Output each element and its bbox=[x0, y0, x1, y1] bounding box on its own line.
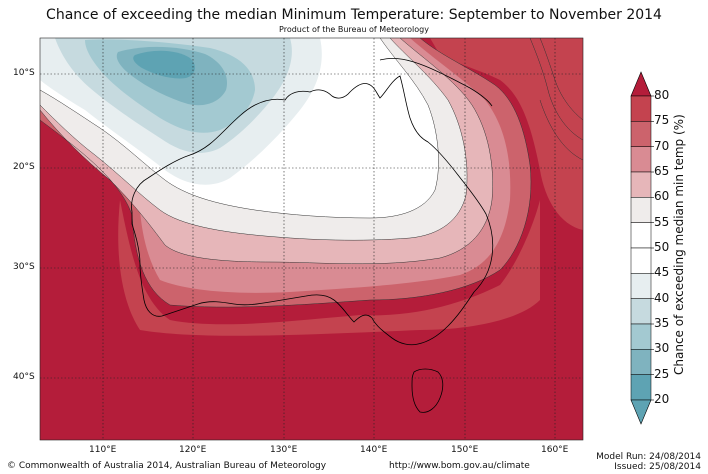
colorbar-segment bbox=[630, 146, 652, 173]
lat-label-40s: 40°S bbox=[13, 372, 35, 382]
colorbar-segment bbox=[630, 222, 652, 249]
lon-label-150e: 150°E bbox=[451, 445, 479, 455]
lat-label-10s: 10°S bbox=[13, 68, 35, 78]
colorbar-segment bbox=[630, 349, 652, 375]
colorbar-segment bbox=[630, 273, 652, 299]
colorbar-segment bbox=[630, 197, 652, 223]
colorbar-tick-label: 35 bbox=[654, 316, 670, 330]
new-guinea-coastline bbox=[379, 58, 493, 107]
band-75 bbox=[40, 38, 583, 336]
colorbar-tick-label: 20 bbox=[654, 392, 670, 406]
colorbar-tick-label: 25 bbox=[654, 366, 670, 381]
colorbar-tick-label: 70 bbox=[654, 138, 670, 153]
tasmania-coastline bbox=[411, 368, 444, 413]
australia-coastline bbox=[131, 75, 494, 346]
colorbar bbox=[630, 71, 654, 425]
colorbar-segment bbox=[630, 323, 652, 350]
chart-title: Chance of exceeding the median Minimum T… bbox=[46, 7, 662, 23]
colorbar-tick-label: 60 bbox=[654, 189, 670, 204]
copyright-text: © Commonwealth of Australia 2014, Austra… bbox=[7, 461, 327, 471]
colorbar-tick-label: 40 bbox=[654, 290, 670, 305]
colorbar-segment bbox=[630, 121, 652, 147]
colorbar-segment bbox=[630, 171, 652, 198]
band-20 bbox=[133, 50, 195, 79]
lon-label-120e: 120°E bbox=[179, 445, 207, 455]
colorbar-tick-label: 65 bbox=[654, 164, 670, 178]
colorbar-bottom-extension bbox=[630, 399, 652, 425]
colorbar-tick-label: 50 bbox=[654, 240, 670, 254]
lon-label-160e: 160°E bbox=[541, 445, 569, 455]
colorbar-tick-label: 30 bbox=[654, 341, 670, 356]
lon-label-140e: 140°E bbox=[360, 445, 388, 455]
lon-label-110e: 110°E bbox=[89, 445, 117, 455]
lat-label-20s: 20°S bbox=[13, 162, 35, 172]
lon-label-130e: 130°E bbox=[270, 445, 298, 455]
lat-label-30s: 30°S bbox=[13, 262, 35, 272]
colorbar-top-extension bbox=[630, 71, 652, 97]
colorbar-tick-label: 80 bbox=[654, 88, 670, 102]
chart-subtitle: Product of the Bureau of Meteorology bbox=[279, 25, 429, 34]
model-run-text: Model Run: 24/08/2014 bbox=[596, 452, 701, 462]
colorbar-segment bbox=[630, 374, 652, 401]
issued-date-text: Issued: 25/08/2014 bbox=[614, 462, 701, 472]
colorbar-tick-label: 45 bbox=[654, 265, 670, 280]
colorbar-title: Chance of exceeding median min temp (%) bbox=[672, 114, 686, 375]
colorbar-segment bbox=[630, 298, 652, 325]
colorbar-segment bbox=[630, 247, 652, 274]
colorbar-tick-label: 55 bbox=[654, 214, 670, 229]
colorbar-tick-label: 75 bbox=[654, 113, 670, 128]
colorbar-segment bbox=[630, 95, 652, 122]
bom-url-link[interactable]: http://www.bom.gov.au/climate bbox=[389, 461, 530, 471]
